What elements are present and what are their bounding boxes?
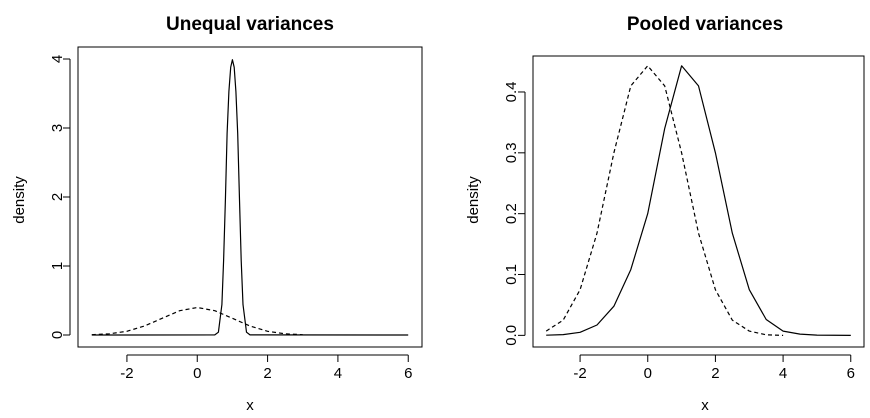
- x-tick-label: 4: [779, 365, 787, 382]
- y-tick-label: 4: [49, 55, 66, 63]
- x-tick-label: 4: [334, 365, 342, 382]
- y-tick-label: 0.0: [503, 325, 520, 346]
- series-line-dashed: [91, 306, 303, 336]
- y-axis-label: density: [465, 176, 482, 224]
- y-tick-label: 0: [49, 331, 66, 339]
- y-tick-label: 2: [49, 193, 66, 201]
- y-tick-label: 0.4: [503, 82, 520, 103]
- y-tick-label: 0.3: [503, 142, 520, 163]
- x-tick-label: 0: [644, 365, 652, 382]
- x-tick-label: 6: [404, 365, 412, 382]
- panel-unequal-variances: Unequal variances x density -2 0 2 4 6 0 1 2 3 4: [11, 14, 423, 414]
- series-line-solid: [546, 65, 851, 336]
- x-tick-label: 2: [263, 365, 271, 382]
- x-tick-label: -2: [573, 365, 586, 382]
- chart-title: Unequal variances: [166, 14, 334, 35]
- x-tick-label: 0: [193, 365, 201, 382]
- chart-title: Pooled variances: [627, 14, 783, 35]
- x-tick-label: 6: [847, 365, 855, 382]
- y-tick-label: 0.2: [503, 203, 520, 224]
- y-tick-label: 1: [49, 262, 66, 270]
- x-axis-label: x: [701, 397, 709, 414]
- plot-frame: [532, 55, 865, 348]
- plot-frame: [77, 46, 423, 348]
- y-axis-label: density: [11, 176, 28, 224]
- x-axis-label: x: [246, 397, 254, 414]
- y-tick-label: 3: [49, 124, 66, 132]
- series-line-solid: [91, 59, 409, 336]
- panel-pooled-variances: Pooled variances x density -2 0 2 4 6 0.0 0.1 0…: [465, 14, 865, 414]
- series-line-dashed: [545, 65, 784, 336]
- y-tick-label: 0.1: [503, 264, 520, 285]
- x-tick-label: -2: [120, 365, 133, 382]
- x-tick-label: 2: [711, 365, 719, 382]
